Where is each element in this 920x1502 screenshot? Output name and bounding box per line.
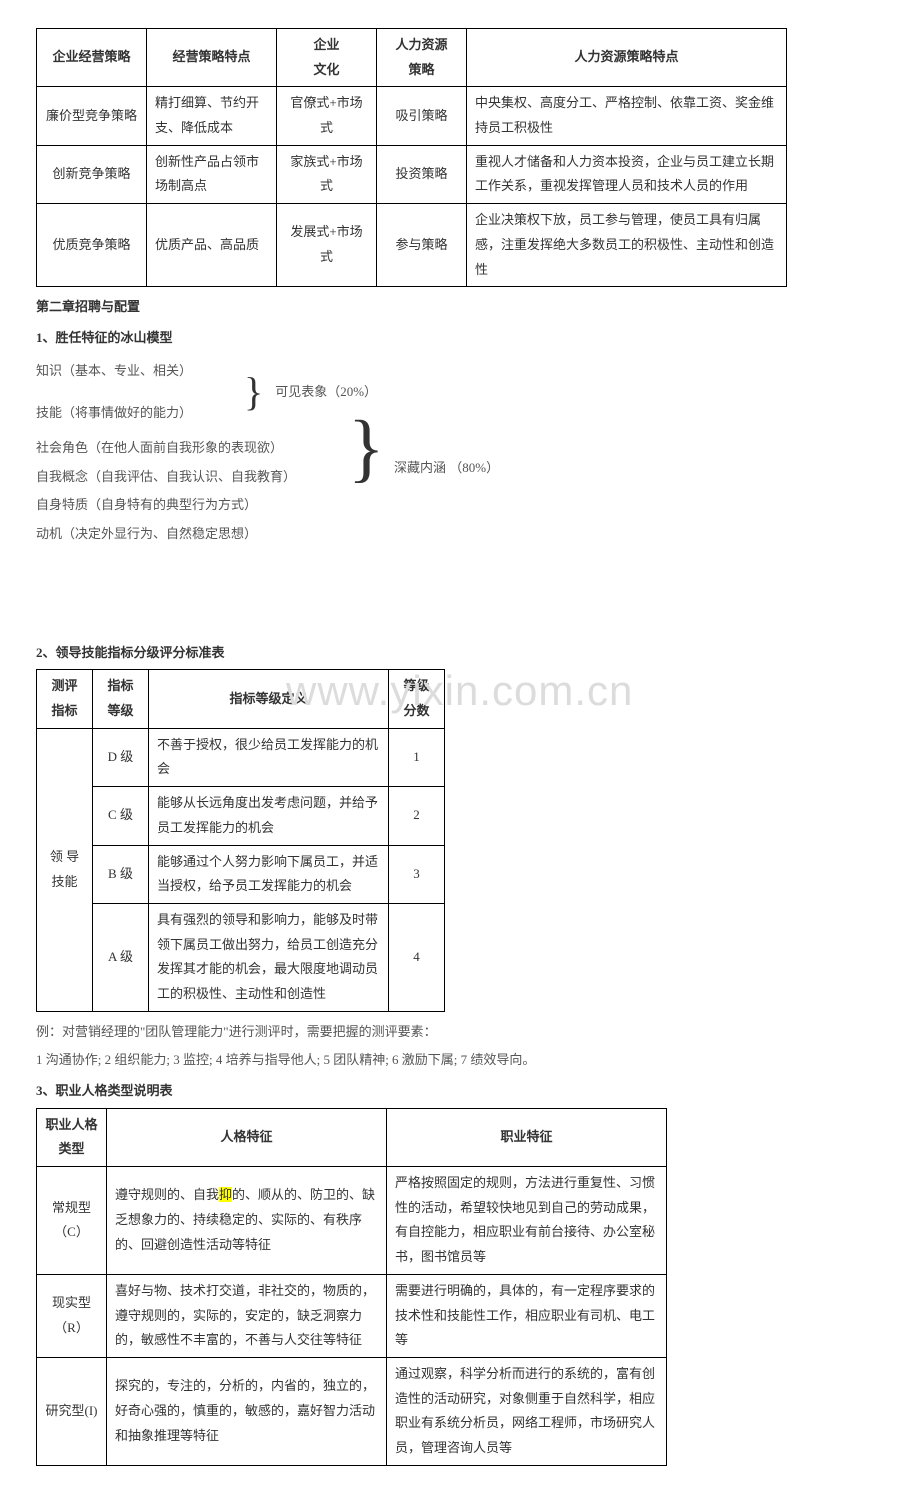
strategy-table: 企业经营策略经营策略特点企业文化人力资源策略人力资源策略特点廉价型竞争策略精打细… (36, 28, 787, 287)
table-cell: 能够从长远角度出发考虑问题，并给予员工发挥能力的机会 (149, 787, 389, 845)
table-cell: 探究的，专注的，分析的，内省的，独立的，好奇心强的，慎重的，敏感的，嘉好智力活动… (107, 1357, 387, 1465)
table-cell: 能够通过个人努力影响下属员工，并适当授权，给予员工发挥能力的机会 (149, 845, 389, 903)
table-cell: 领 导技能 (37, 728, 93, 1011)
iceberg-hidden-item: 自我概念（自我评估、自我认识、自我教育） (36, 465, 346, 490)
table-cell: 创新性产品占领市场制高点 (147, 145, 277, 203)
iceberg-hidden-item: 动机（决定外显行为、自然稳定思想） (36, 522, 346, 547)
section-3-title: 3、职业人格类型说明表 (36, 1079, 884, 1104)
table-cell: 企业决策权下放，员工参与管理，使员工具有归属感，注重发挥绝大多数员工的积极性、主… (467, 204, 787, 287)
table-cell: 常规型（C） (37, 1167, 107, 1275)
table-header: 等级分数 (389, 670, 445, 728)
table-cell: B 级 (93, 845, 149, 903)
table-header: 经营策略特点 (147, 29, 277, 87)
table-header: 职业特征 (387, 1108, 667, 1166)
chapter-title: 第二章招聘与配置 (36, 295, 884, 320)
table-header: 职业人格类型 (37, 1108, 107, 1166)
table-cell: 研究型(I) (37, 1357, 107, 1465)
table-cell: 重视人才储备和人力资本投资，企业与员工建立长期工作关系，重视发挥管理人员和技术人… (467, 145, 787, 203)
table-header: 指标等级定义 (149, 670, 389, 728)
table-cell: 精打细算、节约开支、降低成本 (147, 87, 277, 145)
table-cell: 遵守规则的、自我抑的、顺从的、防卫的、缺乏想象力的、持续稳定的、实际的、有秩序的… (107, 1167, 387, 1275)
table-cell: 不善于授权，很少给员工发挥能力的机会 (149, 728, 389, 786)
table-cell: 中央集权、高度分工、严格控制、依靠工资、奖金维持员工积极性 (467, 87, 787, 145)
table-header: 人力资源策略 (377, 29, 467, 87)
table-cell: C 级 (93, 787, 149, 845)
table-header: 指标等级 (93, 670, 149, 728)
section-2-title: 2、领导技能指标分级评分标准表 (36, 641, 884, 666)
table-cell: 家族式+市场式 (277, 145, 377, 203)
iceberg-hidden-item: 自身特质（自身特有的典型行为方式） (36, 493, 346, 518)
table-cell: 创新竞争策略 (37, 145, 147, 203)
table-cell: 1 (389, 728, 445, 786)
table-cell: 廉价型竞争策略 (37, 87, 147, 145)
table-cell: A 级 (93, 903, 149, 1011)
table-header: 人格特征 (107, 1108, 387, 1166)
table-header: 企业经营策略 (37, 29, 147, 87)
table-cell: 发展式+市场式 (277, 204, 377, 287)
iceberg-visible-item: 技能（将事情做好的能力） (36, 401, 236, 426)
table-cell: 通过观察，科学分析而进行的系统的，富有创造性的活动研究，对象侧重于自然科学，相应… (387, 1357, 667, 1465)
table-cell: 具有强烈的领导和影响力，能够及时带领下属员工做出努力，给员工创造充分发挥其才能的… (149, 903, 389, 1011)
table-cell: 需要进行明确的，具体的，有一定程序要求的技术性和技能性工作，相应职业有司机、电工… (387, 1274, 667, 1357)
table-cell: 2 (389, 787, 445, 845)
iceberg-visible-label: 可见表象（20%） (271, 380, 377, 405)
table-cell: 严格按照固定的规则，方法进行重复性、习惯性的活动，希望较快地见到自己的劳动成果，… (387, 1167, 667, 1275)
table-cell: 参与策略 (377, 204, 467, 287)
table-cell: 喜好与物、技术打交道，非社交的，物质的，遵守规则的，实际的，安定的，缺乏洞察力的… (107, 1274, 387, 1357)
example-note: 例：对营销经理的"团队管理能力"进行测评时，需要把握的测评要素： (36, 1020, 884, 1045)
example-elements: 1 沟通协作; 2 组织能力; 3 监控; 4 培养与指导他人; 5 团队精神;… (36, 1048, 884, 1073)
leadership-table: 测评指标指标等级指标等级定义等级分数领 导技能D 级不善于授权，很少给员工发挥能… (36, 669, 445, 1011)
table-header: 人力资源策略特点 (467, 29, 787, 87)
table-cell: 官僚式+市场式 (277, 87, 377, 145)
table-cell: 现实型（R） (37, 1274, 107, 1357)
table-cell: 吸引策略 (377, 87, 467, 145)
table-cell: D 级 (93, 728, 149, 786)
personality-table: 职业人格类型人格特征职业特征常规型（C）遵守规则的、自我抑的、顺从的、防卫的、缺… (36, 1108, 667, 1466)
iceberg-visible-item: 知识（基本、专业、相关） (36, 359, 236, 384)
brace-icon: } (236, 378, 271, 406)
table-header: 测评指标 (37, 670, 93, 728)
table-cell: 投资策略 (377, 145, 467, 203)
table-cell: 优质产品、高品质 (147, 204, 277, 287)
section-1-title: 1、胜任特征的冰山模型 (36, 326, 884, 351)
table-cell: 3 (389, 845, 445, 903)
table-header: 企业文化 (277, 29, 377, 87)
iceberg-hidden-item: 社会角色（在他人面前自我形象的表现欲） (36, 436, 346, 461)
iceberg-model: 知识（基本、专业、相关） 技能（将事情做好的能力） } 可见表象（20%） 社会… (36, 357, 884, 549)
brace-icon: } (340, 426, 392, 472)
table-cell: 4 (389, 903, 445, 1011)
table-cell: 优质竞争策略 (37, 204, 147, 287)
